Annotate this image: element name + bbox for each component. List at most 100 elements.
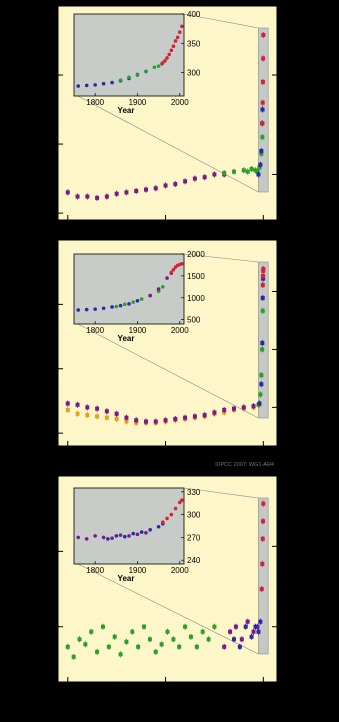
- methane-data-point: [260, 341, 265, 345]
- nitrous-oxide-inset: 1800 1900 2000 Year 240 270 300 330: [73, 487, 201, 583]
- methane-data-point: [259, 382, 264, 387]
- co2-data-point: [163, 183, 168, 188]
- nitrous-oxide-inset-data-point: [180, 498, 184, 502]
- methane-y2tick-label: 0: [287, 403, 293, 414]
- co2-inset-ytick-label: 350: [187, 39, 201, 48]
- nitrous-oxide-data-point: [159, 642, 164, 647]
- co2-data-point: [249, 166, 254, 171]
- methane-data-point: [259, 373, 264, 378]
- nitrous-oxide-inset-ytick-label: 300: [187, 511, 201, 520]
- nitrous-oxide-inset-data-point: [110, 536, 114, 540]
- co2-data-point: [85, 194, 90, 199]
- nitrous-oxide-inset-data-point: [122, 534, 127, 539]
- co2-inset-data-point: [171, 44, 176, 49]
- methane-y2-axis-label: Radiative Forcing (W m⁻²): [314, 281, 325, 404]
- nitrous-oxide-inset-data-point: [93, 534, 97, 538]
- nitrous-oxide-inset-xtick-label: 1900: [129, 566, 147, 575]
- credit-text: ©IPCC 2007: WG1-AR4: [215, 461, 274, 468]
- nitrous-oxide-connector-line: [183, 487, 259, 499]
- nitrous-oxide-data-point: [77, 637, 82, 642]
- methane-data-point: [260, 295, 265, 300]
- methane-data-point: [260, 308, 265, 313]
- co2-data-point: [261, 56, 266, 61]
- methane-data-point: [258, 392, 263, 397]
- co2-inset-data-point: [152, 65, 157, 70]
- methane-inset-data-point: [127, 302, 131, 306]
- nitrous-oxide-inset-data-point: [161, 520, 165, 524]
- co2-data-point: [75, 194, 80, 199]
- methane-inset-data-point: [110, 305, 114, 309]
- nitrous-oxide-data-point: [206, 637, 211, 642]
- nitrous-oxide-data-point: [212, 624, 217, 629]
- co2-data-point: [65, 190, 70, 195]
- co2-inset: 1800 1900 2000 Year 300 350 400: [73, 10, 201, 115]
- co2-inset-data-point: [173, 39, 178, 43]
- methane-inset-data-point: [139, 297, 144, 301]
- nitrous-oxide-ytick-label: 330: [37, 471, 55, 483]
- methane-ytick-label: 2000: [31, 235, 55, 247]
- nitrous-oxide-data-point: [177, 644, 182, 649]
- co2-connector-line: [183, 13, 259, 29]
- nitrous-oxide-data-point: [188, 634, 193, 639]
- nitrous-oxide-inset-data-point: [106, 537, 110, 541]
- co2-data-point: [114, 191, 119, 196]
- methane-inset-data-point: [76, 308, 81, 312]
- methane-data-point: [104, 415, 109, 420]
- methane-inset-data-point: [135, 299, 140, 303]
- nitrous-oxide-data-point: [245, 619, 250, 624]
- co2-inset-data-point: [180, 24, 184, 29]
- nitrous-oxide-data-point: [222, 644, 227, 649]
- x-tick-label: 10000: [52, 694, 83, 706]
- nitrous-oxide-data-point: [260, 561, 265, 566]
- nitrous-oxide-data-point: [228, 629, 233, 634]
- nitrous-oxide-data-point: [256, 629, 261, 634]
- methane-data-point: [202, 413, 207, 418]
- co2-data-point: [134, 189, 139, 194]
- co2-y2-axis-label: Radiative Forcing (W m⁻²): [314, 51, 325, 174]
- nitrous-oxide-data-point: [71, 654, 76, 659]
- co2-inset-data-point: [135, 72, 140, 77]
- nitrous-oxide-data-point: [183, 624, 188, 629]
- co2-y2tick-label: 0: [287, 170, 293, 181]
- co2-panel: Carbon Dioxide (ppm) Radiative Forcing (…: [16, 5, 325, 221]
- methane-data-point: [261, 266, 266, 271]
- methane-inset-data-point: [156, 287, 161, 291]
- methane-data-point: [114, 411, 119, 416]
- nitrous-oxide-data-point: [200, 629, 205, 634]
- co2-data-point: [256, 172, 261, 177]
- methane-y2tick-label: 0.4: [287, 288, 301, 299]
- methane-data-point: [241, 405, 246, 410]
- nitrous-oxide-inset-data-point: [118, 533, 123, 537]
- co2-data-point: [245, 169, 250, 174]
- nitrous-oxide-data-point: [260, 536, 265, 541]
- nitrous-oxide-panel: Nitrous Oxide (ppb) Radiative Forcing (W…: [16, 471, 325, 683]
- co2-data-point: [95, 195, 100, 200]
- methane-ytick-label: 1000: [31, 364, 55, 376]
- co2-ytick-label: 350: [37, 70, 55, 82]
- methane-inset-data-point: [148, 293, 152, 298]
- methane-data-point: [251, 404, 256, 409]
- co2-data-point: [192, 176, 197, 181]
- nitrous-oxide-data-point: [251, 629, 256, 634]
- co2-data-point: [202, 175, 207, 180]
- methane-data-point: [65, 401, 70, 406]
- methane-connector-line: [183, 253, 259, 263]
- co2-data-point: [104, 194, 109, 199]
- co2-inset-data-point: [127, 75, 131, 80]
- methane-inset-ytick-label: 500: [187, 316, 201, 325]
- methane-y-axis-label: Methane (ppb): [16, 305, 28, 380]
- nitrous-oxide-inset-data-point: [156, 524, 161, 529]
- methane-inset-data-point: [180, 262, 184, 266]
- co2-inset-data-point: [177, 30, 182, 34]
- methane-inset-data-point: [171, 267, 176, 272]
- co2-inset-xtick-label: 1900: [129, 98, 147, 107]
- co2-data-point: [260, 79, 265, 84]
- nitrous-oxide-ytick-label: 300: [37, 546, 55, 558]
- nitrous-oxide-inset-data-point: [131, 531, 136, 536]
- nitrous-oxide-data-point: [100, 624, 105, 629]
- methane-y2tick-label: 0.2: [287, 345, 301, 356]
- nitrous-oxide-y2tick-label: 0.1: [287, 542, 301, 553]
- co2-inset-data-point: [175, 35, 180, 40]
- co2-data-point: [173, 182, 178, 187]
